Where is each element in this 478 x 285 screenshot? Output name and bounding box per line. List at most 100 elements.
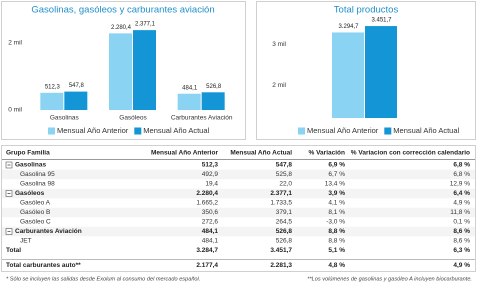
legend-label: Mensual Año Anterior bbox=[57, 126, 129, 135]
column-header: % Variacion con corrección calendario bbox=[351, 150, 470, 157]
footnote: * Sólo se incluyen las salidas desde Exo… bbox=[6, 276, 200, 282]
row-band bbox=[2, 188, 475, 199]
y-tick-label: 0 mil bbox=[8, 107, 22, 114]
value-label: 3.294,7 bbox=[338, 24, 359, 30]
y-tick-label: 2 mil bbox=[272, 82, 286, 89]
table-cell: 8,1 % bbox=[328, 209, 345, 216]
table-cell: -3,0 % bbox=[326, 219, 345, 226]
bar bbox=[365, 26, 397, 118]
table-cell: 4,8 % bbox=[328, 262, 345, 269]
value-label-bg bbox=[65, 81, 87, 90]
value-label: 512,3 bbox=[45, 84, 61, 90]
bar bbox=[133, 30, 156, 110]
table-cell: 13,4 % bbox=[325, 181, 345, 188]
bar bbox=[201, 92, 225, 110]
table-cell: 526,8 bbox=[276, 228, 293, 235]
table-cell: 6,3 % bbox=[453, 247, 470, 254]
x-tick-label: Carburantes Aviación bbox=[171, 115, 233, 122]
table-cell: Gasóleos bbox=[15, 190, 45, 197]
legend-label: Mensual Año Actual bbox=[143, 126, 209, 135]
table-cell: 2.177,4 bbox=[196, 262, 218, 269]
table-cell: 1.665,2 bbox=[196, 200, 218, 207]
table-cell: 5,1 % bbox=[328, 247, 345, 254]
table-cell: 526,8 bbox=[276, 238, 293, 245]
bar bbox=[332, 32, 364, 118]
legend-swatch bbox=[298, 127, 305, 135]
table-cell: 350,6 bbox=[202, 209, 219, 216]
bar bbox=[64, 91, 88, 110]
table-cell: 1.733,5 bbox=[270, 200, 292, 207]
table-cell: 547,8 bbox=[276, 162, 293, 169]
table-cell: 2.377,1 bbox=[270, 190, 292, 197]
x-tick-label: Gasóleos bbox=[119, 115, 147, 122]
legend-swatch bbox=[384, 127, 392, 135]
chart-title: Gasolinas, gasóleos y carburantes aviaci… bbox=[31, 5, 214, 16]
value-label: 3.451,7 bbox=[371, 18, 392, 24]
table-cell: Gasóleo A bbox=[20, 200, 51, 207]
table-cell: 3.284,7 bbox=[196, 247, 218, 254]
table-cell: 6,8 % bbox=[453, 162, 470, 169]
table-cell: 484,1 bbox=[202, 238, 219, 245]
table-cell: JET bbox=[20, 238, 32, 245]
table-cell: 8,8 % bbox=[328, 228, 345, 235]
table-cell: 19,4 bbox=[205, 181, 218, 188]
table-cell: 6,4 % bbox=[453, 190, 470, 197]
legend-label: Mensual Año Actual bbox=[393, 126, 459, 135]
legend-swatch bbox=[134, 127, 142, 135]
row-band bbox=[2, 169, 475, 180]
value-label-bg bbox=[366, 16, 396, 25]
table-cell: 8,6 % bbox=[453, 228, 470, 235]
value-label: 547,8 bbox=[69, 83, 85, 89]
table-cell: 264,5 bbox=[276, 219, 293, 226]
bar bbox=[109, 33, 132, 111]
table-cell: 4,9 % bbox=[453, 200, 470, 207]
table-cell: Gasóleo B bbox=[20, 209, 50, 216]
table-cell: 512,3 bbox=[202, 162, 219, 169]
table-cell: 525,8 bbox=[276, 171, 293, 178]
table-cell: 484,1 bbox=[202, 228, 219, 235]
value-label-bg bbox=[41, 82, 63, 91]
bar bbox=[177, 93, 201, 110]
table-cell: 6,7 % bbox=[328, 171, 345, 178]
legend-label: Mensual Año Anterior bbox=[307, 126, 379, 135]
table-cell: 4,9 % bbox=[453, 262, 470, 269]
value-label: 526,8 bbox=[206, 84, 222, 90]
table-cell: 3.451,7 bbox=[270, 247, 292, 254]
table-cell: 8,6 % bbox=[453, 238, 470, 245]
table-cell: 22,0 bbox=[279, 181, 292, 188]
table-cell: Gasolina 98 bbox=[20, 181, 55, 188]
table-cell: 492,9 bbox=[202, 171, 219, 178]
table-cell: 3,9 % bbox=[328, 190, 345, 197]
table-cell: Gasolinas bbox=[15, 162, 46, 169]
table-cell: 2.280,4 bbox=[196, 190, 218, 197]
column-header: Mensual Año Actual bbox=[230, 150, 292, 157]
table-cell: Gasóleo C bbox=[20, 219, 51, 226]
value-label: 2.377,1 bbox=[135, 22, 156, 28]
footnote: **Los volúmenes de gasolinas y gasóleo A… bbox=[307, 276, 472, 282]
table-cell: Total bbox=[6, 247, 21, 254]
table-cell: 4,1 % bbox=[328, 200, 345, 207]
table-cell: Total carburantes auto** bbox=[6, 262, 81, 269]
row-band bbox=[2, 226, 475, 237]
chart-title: Total productos bbox=[334, 5, 399, 16]
value-label: 2.280,4 bbox=[111, 25, 132, 31]
legend-swatch bbox=[48, 127, 55, 135]
table-cell: 12,9 % bbox=[450, 181, 470, 188]
table-cell: 272,6 bbox=[202, 219, 219, 226]
value-label-bg bbox=[134, 20, 155, 29]
table-cell: 6,9 % bbox=[328, 162, 345, 169]
column-header: Mensual Año Anterior bbox=[151, 150, 219, 157]
value-label-bg bbox=[178, 83, 200, 92]
table-cell: 379,1 bbox=[276, 209, 293, 216]
value-label-bg bbox=[110, 23, 131, 32]
value-label-bg bbox=[333, 22, 363, 31]
column-header: Grupo Familia bbox=[6, 150, 50, 157]
table-cell: Carburantes Aviación bbox=[15, 228, 82, 235]
y-tick-label: 2 mil bbox=[8, 40, 22, 47]
bar bbox=[40, 92, 64, 110]
table-cell: 2.281,3 bbox=[270, 262, 292, 269]
y-tick-label: 3 mil bbox=[272, 41, 286, 48]
table-cell: 0,1 % bbox=[453, 219, 470, 226]
table-cell: Gasolina 95 bbox=[20, 171, 55, 178]
